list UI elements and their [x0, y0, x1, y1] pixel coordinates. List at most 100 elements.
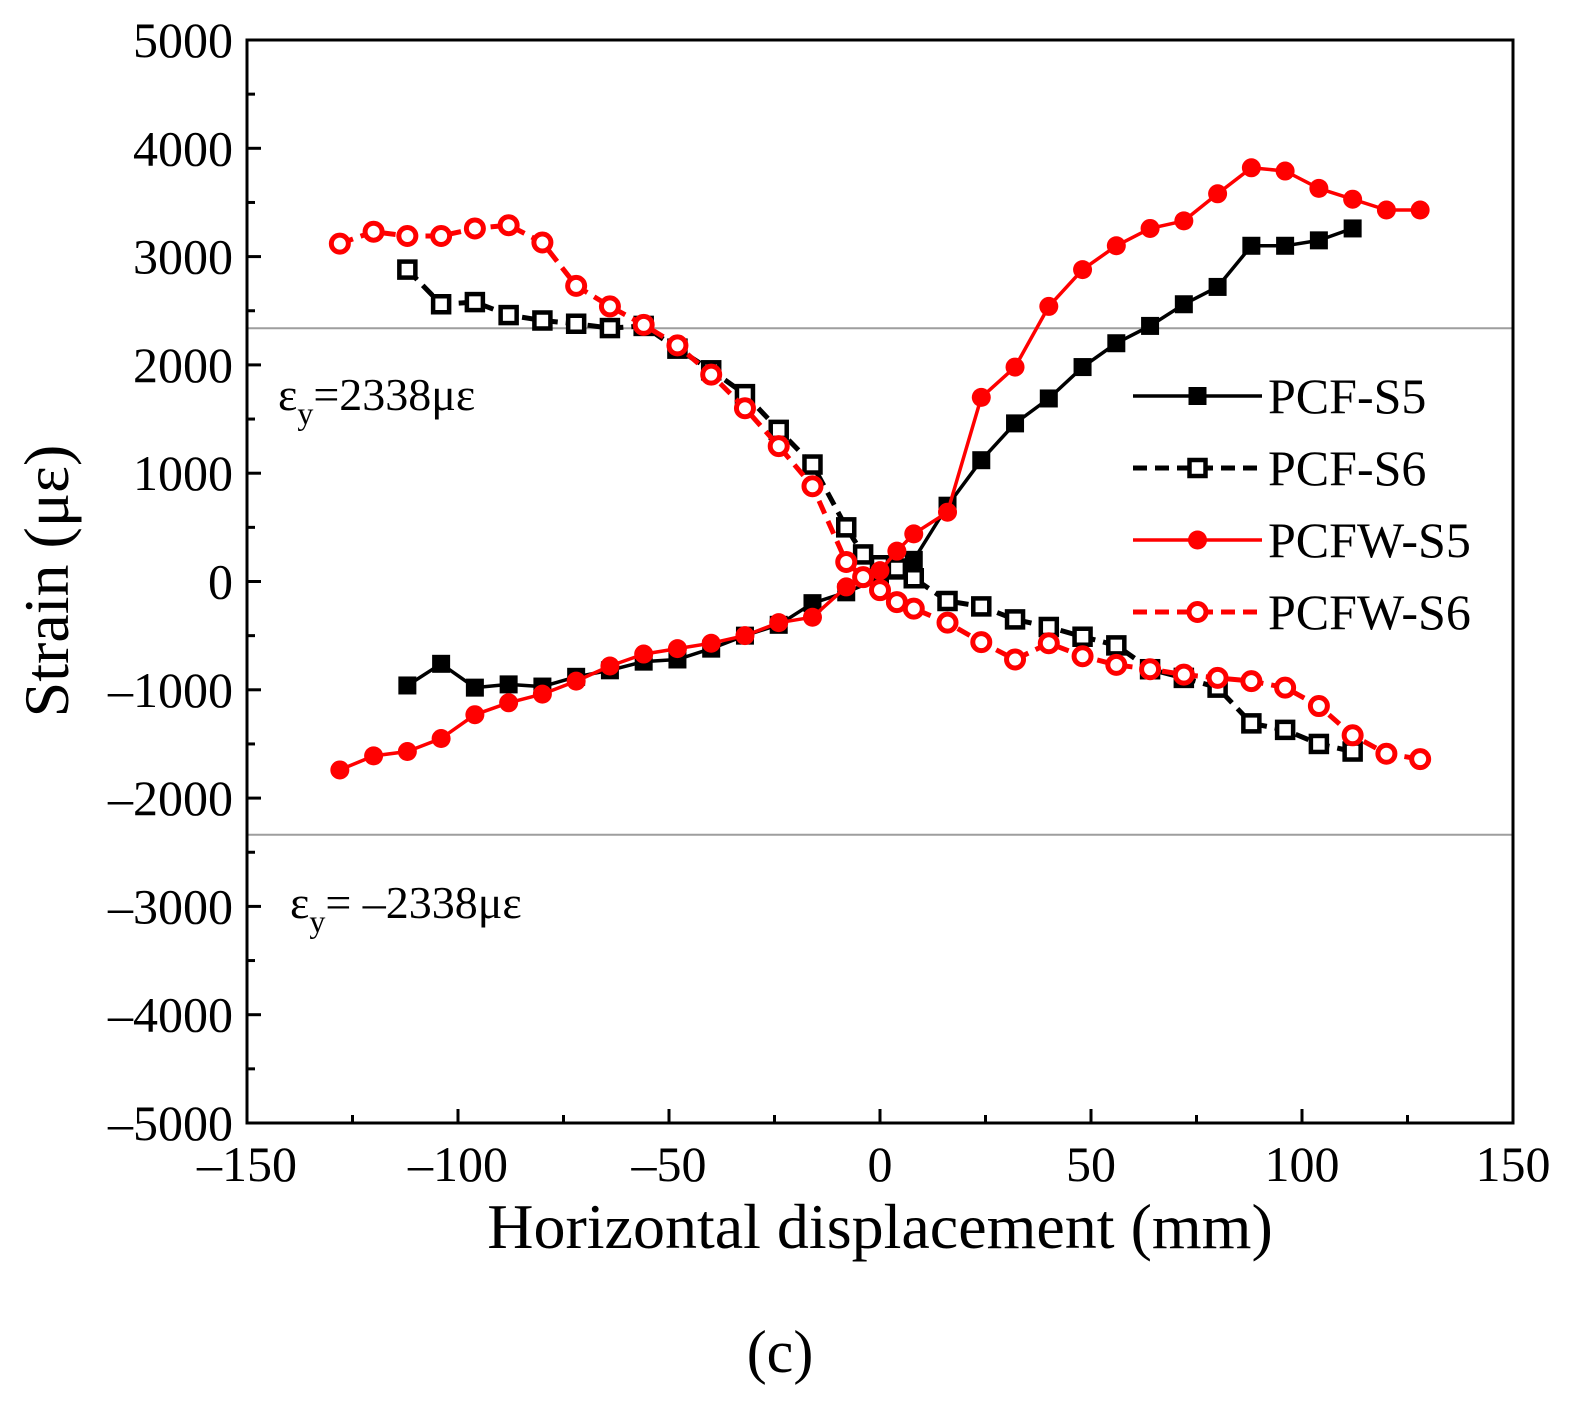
x-tick-label: 50: [1066, 1136, 1116, 1192]
data-point-pcfw-s6: [852, 566, 875, 589]
data-point-pcfw-s5: [330, 760, 350, 780]
data-point-pcfw-s6: [1172, 663, 1195, 686]
data-point-pcfw-s6: [666, 334, 689, 357]
data-point-pcf-s6: [532, 310, 553, 331]
data-point-pcfw-s6: [1004, 648, 1027, 671]
data-point-pcfw-s5: [431, 729, 451, 749]
data-point-pcf-s6: [835, 517, 857, 538]
data-point-pcfw-s5: [1343, 189, 1363, 209]
data-point-pcf-s5: [432, 654, 451, 673]
data-point-pcfw-s6: [1341, 724, 1364, 747]
data-point-pcfw-s5: [499, 693, 519, 713]
data-point-pcf-s6: [565, 313, 587, 334]
data-point-pcfw-s6: [1206, 666, 1229, 689]
data-point-pcfw-s5: [634, 644, 654, 664]
data-point-pcfw-s5: [1309, 178, 1329, 198]
data-point-pcfw-s5: [904, 524, 924, 544]
data-point-pcf-s6: [498, 304, 519, 326]
y-tick-label: –3000: [107, 878, 233, 934]
data-point-pcf-s6: [464, 291, 486, 313]
data-point-pcf-s6: [802, 454, 823, 475]
x-axis-title: Horizontal displacement (mm): [487, 1191, 1273, 1262]
y-tick-label: 1000: [133, 445, 233, 501]
data-point-pcfw-s6: [396, 225, 419, 248]
data-point-pcfw-s6: [902, 597, 925, 620]
data-point-pcfw-s6: [565, 274, 588, 297]
data-point-pcfw-s6: [1139, 658, 1162, 681]
series-layer: [328, 158, 1432, 780]
data-point-pcfw-s6: [1240, 670, 1263, 693]
data-point-pcfw-s5: [1174, 211, 1194, 231]
series-line-pcfw-s5: [339, 166, 1421, 772]
data-point-pcfw-s5: [667, 639, 687, 659]
data-point-pcfw-s6: [632, 313, 655, 336]
data-point-pcfw-s5: [1039, 296, 1059, 316]
data-point-pcfw-s5: [1140, 218, 1160, 238]
data-point-pcfw-s6: [1375, 742, 1398, 765]
data-point-pcfw-s6: [767, 435, 790, 458]
data-point-pcfw-s5: [1275, 161, 1295, 181]
legend-label-pcf-s6: PCF-S6: [1268, 440, 1426, 496]
data-point-pcfw-s5: [836, 577, 856, 597]
data-point-pcfw-s6: [1409, 748, 1432, 771]
data-point-pcf-s5: [1276, 236, 1295, 255]
data-point-pcfw-s6: [1105, 653, 1128, 676]
data-point-pcf-s6: [1004, 609, 1026, 630]
data-point-pcfw-s5: [600, 656, 620, 676]
data-point-pcf-s5: [499, 675, 518, 694]
data-point-pcfw-s5: [465, 705, 485, 725]
data-point-pcf-s5: [1242, 236, 1261, 255]
data-point-pcfw-s6: [463, 217, 486, 240]
data-point-pcf-s6: [599, 317, 621, 339]
data-point-pcfw-s5: [701, 633, 721, 653]
legend-label-pcfw-s5: PCFW-S5: [1268, 512, 1471, 568]
data-point-pcfw-s6: [1071, 645, 1094, 668]
y-tick-label: 3000: [133, 229, 233, 285]
data-point-pcf-s6: [1072, 626, 1093, 647]
yield-strain-positive-label: εy=2338με: [278, 369, 475, 431]
data-point-pcfw-s6: [430, 225, 453, 248]
data-point-pcf-s6: [886, 558, 908, 579]
data-point-pcf-s5: [1107, 334, 1126, 353]
y-tick-label: 0: [208, 554, 233, 610]
legend-item-pcfw-s5: PCFW-S5: [1133, 512, 1471, 568]
data-point-pcfw-s6: [733, 397, 756, 420]
data-point-pcfw-s5: [1005, 357, 1025, 377]
y-tick-label: –5000: [107, 1095, 233, 1151]
y-tick-label: –1000: [107, 662, 233, 718]
legend-item-pcf-s5: PCF-S5: [1133, 368, 1426, 424]
data-point-pcfw-s5: [735, 626, 755, 646]
data-point-pcfw-s6: [531, 231, 554, 254]
data-point-pcfw-s5: [532, 684, 552, 704]
data-point-pcf-s5: [1073, 358, 1092, 377]
data-point-pcfw-s5: [802, 607, 822, 627]
data-point-pcf-s6: [397, 259, 418, 280]
data-point-pcf-s5: [1208, 277, 1227, 296]
data-point-pcfw-s6: [700, 363, 723, 386]
data-point-pcf-s5: [465, 678, 484, 697]
data-point-pcf-s6: [903, 568, 925, 589]
series-pcfw-s6: [328, 214, 1432, 771]
yield-strain-negative-label: εy= –2338με: [290, 877, 522, 939]
legend-marker-pcfw-s6: [1186, 601, 1209, 623]
x-tick-label: 0: [868, 1136, 893, 1192]
data-point-pcfw-s5: [1376, 200, 1396, 220]
data-point-pcf-s5: [1174, 295, 1193, 314]
data-point-pcfw-s5: [971, 387, 991, 407]
series-line-pcf-s5: [406, 226, 1354, 690]
x-tick-label: 150: [1476, 1136, 1551, 1192]
data-point-pcfw-s5: [938, 502, 958, 522]
legend-item-pcf-s6: PCF-S6: [1133, 440, 1426, 496]
data-point-pcf-s6: [1106, 635, 1127, 656]
data-point-pcfw-s5: [1106, 236, 1126, 256]
data-point-pcfw-s6: [497, 214, 520, 237]
y-tick-label: 5000: [133, 12, 233, 68]
y-tick-label: 2000: [133, 337, 233, 393]
x-tick-label: –100: [407, 1136, 508, 1192]
data-point-pcfw-s6: [328, 232, 351, 255]
data-point-pcfw-s6: [1307, 695, 1330, 718]
data-point-pcf-s5: [1039, 389, 1058, 408]
data-point-pcf-s6: [430, 294, 452, 315]
data-point-pcfw-s6: [598, 295, 621, 318]
